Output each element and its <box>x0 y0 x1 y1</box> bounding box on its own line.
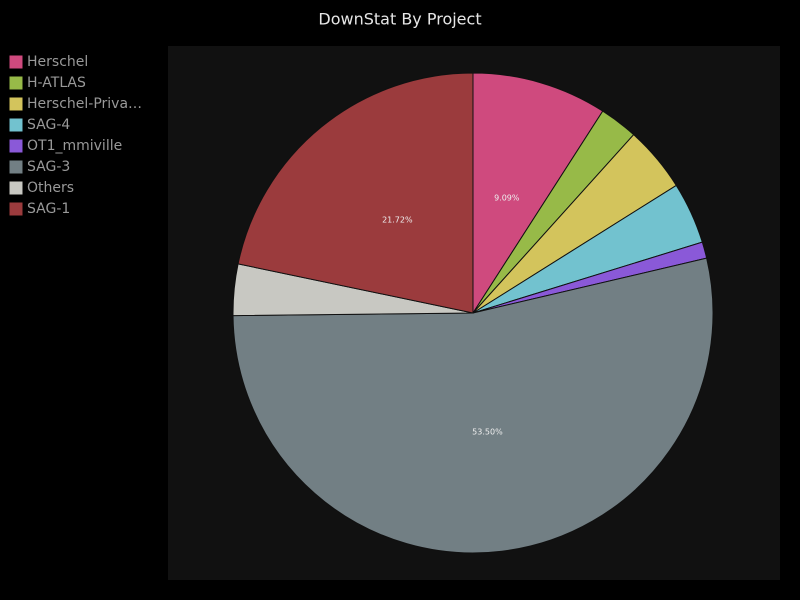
slice-label: 21.72% <box>382 215 413 224</box>
legend-swatch <box>9 160 23 174</box>
legend-label: OT1_mmiville <box>27 138 122 154</box>
slice-label: 9.09% <box>494 193 520 202</box>
chart-title: DownStat By Project <box>318 10 481 29</box>
pie-slice <box>472 72 604 315</box>
legend-swatch <box>9 181 23 195</box>
legend-swatch <box>9 76 23 90</box>
legend-swatch <box>9 202 23 216</box>
legend-label: H-ATLAS <box>27 75 86 91</box>
legend-label: SAG-1 <box>27 201 70 217</box>
legend-label: SAG-3 <box>27 159 70 175</box>
legend-label: Herschel-Priva… <box>27 96 142 112</box>
legend-swatch <box>9 55 23 69</box>
pie-slice <box>232 257 714 554</box>
legend-label: Herschel <box>27 54 88 70</box>
slice-label: 53.50% <box>472 428 503 437</box>
legend-label: SAG-4 <box>27 117 70 133</box>
legend-label: Others <box>27 180 74 196</box>
legend-swatch <box>9 139 23 153</box>
pie-slice <box>237 72 474 314</box>
legend-swatch <box>9 97 23 111</box>
legend-swatch <box>9 118 23 132</box>
